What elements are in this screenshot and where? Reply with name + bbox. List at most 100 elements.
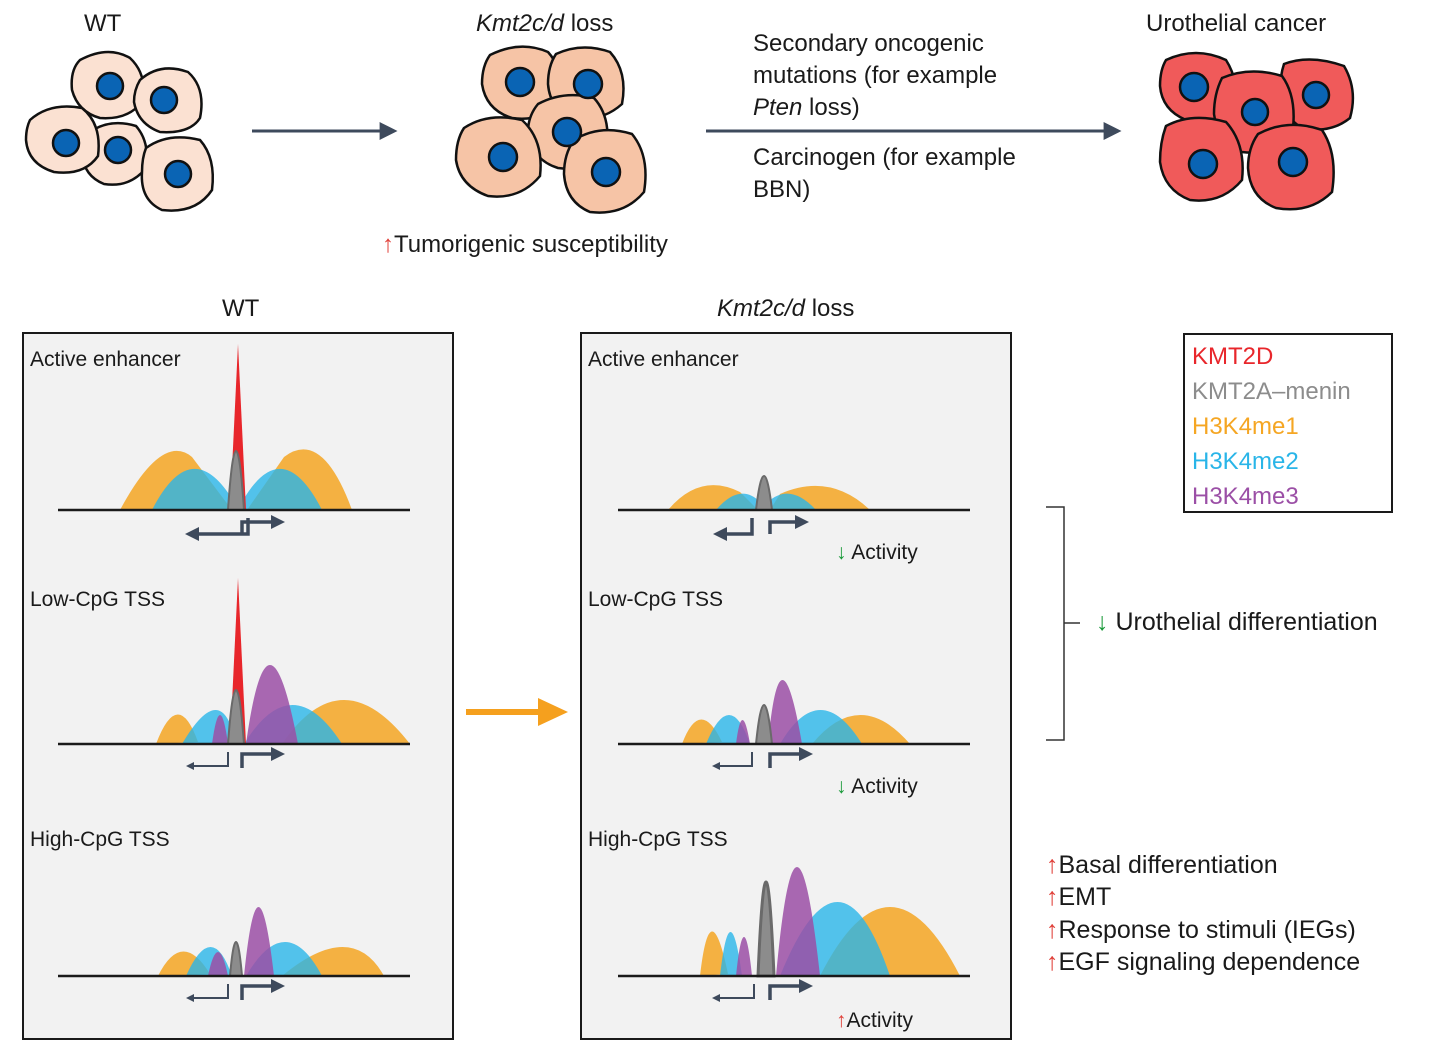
high-cpg-activity: ↑Activity <box>836 1010 913 1031</box>
h3k4me3-signal <box>736 867 820 976</box>
wt-panel-title: WT <box>222 295 260 322</box>
loss-panel: Active enhancer Low-CpG TSS High-CpG TSS… <box>580 332 1012 1040</box>
nucleus <box>103 135 133 165</box>
loss-tracks <box>618 475 970 1002</box>
reverse-tss-arrow-icon <box>712 984 755 1002</box>
nucleus <box>504 66 536 98</box>
loss-enhancer-track <box>618 475 970 541</box>
up-arrow-icon: ↑ <box>382 231 394 258</box>
up-arrow-icon: ↑ <box>1046 948 1059 976</box>
activity-label: Activity <box>851 541 918 564</box>
urothelial-cancer-label: Urothelial cancer <box>1146 10 1327 37</box>
legend-kmt2d: KMT2D <box>1192 343 1274 370</box>
nucleus <box>551 116 583 148</box>
wt-panel: Active enhancer Low-CpG TSS High-CpG TSS <box>22 332 454 1040</box>
carcinogen-line-2: BBN) <box>753 176 811 203</box>
legend-kmt2a-menin: KMT2A–menin <box>1192 378 1351 405</box>
legend: KMT2D KMT2A–menin H3K4me1 H3K4me2 H3K4me… <box>1183 333 1393 513</box>
loss-high-cpg-track <box>618 867 970 1002</box>
wt-low-cpg-track <box>58 578 410 770</box>
susceptibility-text: Tumorigenic susceptibility <box>394 231 668 258</box>
h3k4me1-signal <box>700 907 960 976</box>
effect-text: EGF signaling dependence <box>1058 948 1361 976</box>
reverse-tss-arrow-icon <box>713 518 754 541</box>
activity-label: Activity <box>846 1009 914 1032</box>
legend-h3k4me2: H3K4me2 <box>1192 448 1299 475</box>
effect-egf: ↑EGF signaling dependence <box>1046 950 1360 975</box>
kmt2a-menin-signal <box>756 880 776 978</box>
pten-loss-word: loss) <box>802 94 860 121</box>
urothelial-text: Urothelial differentiation <box>1115 608 1378 636</box>
effect-text: EMT <box>1058 883 1112 911</box>
loss-word: loss <box>564 10 614 37</box>
nucleus <box>51 128 81 158</box>
legend-h3k4me1: H3K4me1 <box>1192 413 1299 440</box>
wt-low-cpg-label: Low-CpG TSS <box>30 588 165 611</box>
reverse-tss-arrow-icon <box>186 752 229 770</box>
cancer-nuclei <box>1178 71 1331 180</box>
forward-tss-arrow-icon <box>240 515 285 534</box>
kmt2a-menin-signal <box>754 704 774 745</box>
loss-nuclei <box>487 66 622 188</box>
up-arrow-icon: ↑ <box>1046 916 1059 944</box>
low-cpg-activity: ↓ Activity <box>836 776 918 797</box>
nucleus <box>1277 146 1309 178</box>
urothelial-differentiation: ↓ Urothelial differentiation <box>1096 610 1378 635</box>
top-schematic <box>24 45 1355 214</box>
reverse-tss-arrow-icon <box>185 518 250 541</box>
nucleus <box>163 159 193 189</box>
h3k4me2-signal <box>152 468 322 510</box>
nucleus <box>95 71 125 101</box>
loss-low-cpg-label: Low-CpG TSS <box>588 588 723 611</box>
nucleus <box>590 156 622 188</box>
nucleus <box>1178 71 1210 103</box>
secondary-line-3: Pten loss) <box>753 96 860 120</box>
kmt2a-menin-signal <box>226 689 246 745</box>
effect-emt: ↑EMT <box>1046 885 1111 910</box>
kmt2cd-loss-top-label: Kmt2c/d loss <box>476 12 613 36</box>
effect-basal: ↑Basal differentiation <box>1046 853 1278 878</box>
forward-tss-arrow-icon <box>240 747 285 768</box>
kmt2a-menin-signal <box>754 475 774 511</box>
loss-cell-cluster <box>454 45 647 214</box>
secondary-line-2: mutations (for example <box>753 62 998 89</box>
up-arrow-icon: ↑ <box>1046 883 1059 911</box>
up-arrow-icon: ↑ <box>836 1009 847 1032</box>
forward-tss-arrow-icon <box>768 515 809 534</box>
loss-panel-loss-word: loss <box>805 295 855 322</box>
wt-high-cpg-track <box>58 907 410 1002</box>
down-arrow-icon: ↓ <box>836 775 847 798</box>
h3k4me2-signal <box>716 493 816 510</box>
wt-enhancer-track <box>58 344 410 541</box>
carcinogen-line-1: Carcinogen (for example <box>753 144 1016 171</box>
activity-label: Activity <box>851 775 918 798</box>
h3k4me1-signal <box>156 700 410 744</box>
reverse-tss-arrow-icon <box>712 752 753 770</box>
h3k4me3-signal <box>736 680 802 744</box>
forward-tss-arrow-icon <box>768 979 813 1000</box>
enhancer-activity: ↓ Activity <box>836 542 918 563</box>
wt-tracks <box>58 344 410 1002</box>
transition-arrow-icon <box>466 698 568 726</box>
h3k4me1-signal <box>158 947 384 976</box>
loss-high-cpg-label: High-CpG TSS <box>588 828 728 851</box>
nucleus <box>1187 148 1219 180</box>
loss-panel-gene: Kmt2c/d <box>717 295 806 322</box>
effect-text: Response to stimuli (IEGs) <box>1058 916 1356 944</box>
effect-text: Basal differentiation <box>1058 851 1278 879</box>
loss-active-enhancer-label: Active enhancer <box>588 348 739 371</box>
legend-h3k4me3: H3K4me3 <box>1192 483 1299 510</box>
forward-tss-arrow-icon <box>768 747 813 768</box>
wt-high-cpg-label: High-CpG TSS <box>30 828 170 851</box>
nucleus <box>572 68 604 100</box>
down-arrow-icon: ↓ <box>1096 608 1109 636</box>
down-arrow-icon: ↓ <box>836 541 847 564</box>
bracket <box>1046 506 1080 741</box>
nucleus <box>1301 80 1331 110</box>
secondary-line-1: Secondary oncogenic <box>753 30 984 57</box>
reverse-tss-arrow-icon <box>186 984 229 1002</box>
kmt2a-menin-signal <box>228 941 244 977</box>
tumorigenic-susceptibility: ↑Tumorigenic susceptibility <box>382 233 668 257</box>
kmt2a-menin-signal <box>226 450 246 511</box>
loss-panel-title: Kmt2c/d loss <box>717 297 854 321</box>
